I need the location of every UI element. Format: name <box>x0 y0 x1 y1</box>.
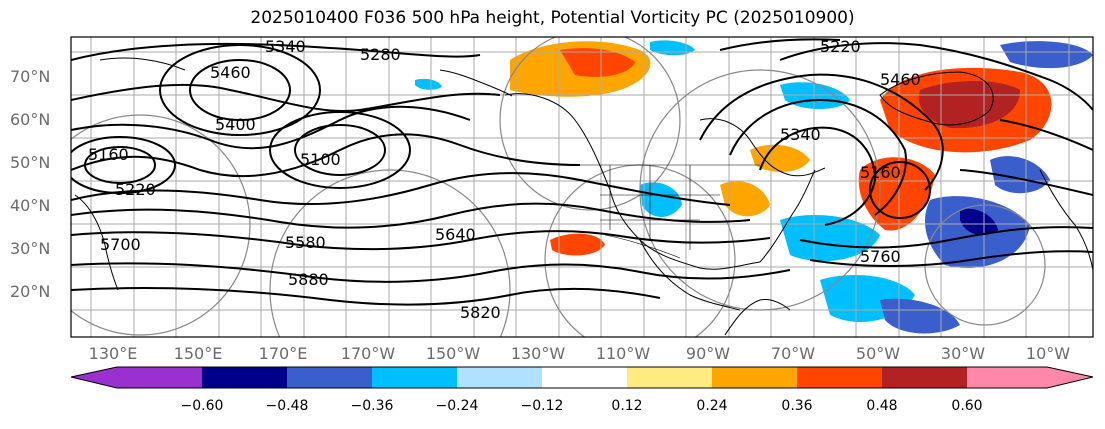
colorbar-segment <box>117 367 202 388</box>
colorbar-segment <box>457 367 542 388</box>
contour-label: 5580 <box>285 233 326 252</box>
pv-negative-area-gulf <box>780 215 880 262</box>
contour-label: 5820 <box>460 303 501 322</box>
colorbar <box>70 366 1094 389</box>
colorbar-segment <box>372 367 457 388</box>
contour-label: 5220 <box>115 180 156 199</box>
colorbar-segment <box>542 367 627 388</box>
contour-label: 5460 <box>880 70 921 89</box>
lat-label-30n: 30°N <box>10 239 51 258</box>
contour-label: 5280 <box>360 45 401 64</box>
pv-shading <box>415 40 1093 334</box>
contour-labels: 5340 5280 5220 5460 5400 5100 5160 5220 … <box>88 37 921 322</box>
map-frame <box>70 36 1094 338</box>
colorbar-label: −0.24 <box>435 398 479 414</box>
colorbar-segment <box>712 367 797 388</box>
pv-strong-area-greenland <box>918 81 1020 129</box>
lon-label-170w: 170°W <box>340 344 396 363</box>
lon-label-170e: 170°E <box>258 344 308 363</box>
borders <box>575 164 760 259</box>
colorbar-label: −0.60 <box>180 398 224 414</box>
closed-contours <box>71 44 931 219</box>
range-circles <box>71 37 1046 337</box>
lat-label-50n: 50°N <box>10 153 51 172</box>
colorbar-extend-high <box>1047 367 1093 388</box>
colorbar-label: −0.48 <box>265 398 309 414</box>
contour-label: 5340 <box>265 37 306 56</box>
colorbar-segment <box>287 367 372 388</box>
colorbar-segment <box>797 367 882 388</box>
colorbar-segment <box>967 367 1047 388</box>
lat-label-20n: 20°N <box>10 282 51 301</box>
colorbar-label: −0.12 <box>520 398 564 414</box>
map-title: 2025010400 F036 500 hPa height, Potentia… <box>250 8 855 28</box>
lat-label-60n: 60°N <box>10 110 51 129</box>
pv-negative-area-bering <box>415 78 442 90</box>
lon-label-10w: 10°W <box>1025 344 1071 363</box>
lon-label-70w: 70°W <box>770 344 816 363</box>
graticule <box>71 37 1093 337</box>
contour-label: 5760 <box>860 247 901 266</box>
pv-strong-negative-area <box>960 208 998 236</box>
lon-label-110w: 110°W <box>595 344 651 363</box>
pv-strong-area-alaska <box>560 48 635 77</box>
height-contours <box>71 38 1093 306</box>
lon-label-130w: 130°W <box>510 344 566 363</box>
lon-label-90w: 90°W <box>685 344 731 363</box>
colorbar-label: 0.36 <box>781 398 813 414</box>
lat-label-40n: 40°N <box>10 196 51 215</box>
contour-label: 5160 <box>860 163 901 182</box>
colorbar-label: 0.24 <box>696 398 728 414</box>
lon-label-30w: 30°W <box>940 344 986 363</box>
colorbar-label: 0.60 <box>951 398 983 414</box>
contour-label: 5880 <box>288 270 329 289</box>
contour-label: 5460 <box>210 63 251 82</box>
colorbar-segment <box>202 367 287 388</box>
colorbar-outline <box>70 366 1094 389</box>
colorbar-label: 0.12 <box>611 398 643 414</box>
lon-label-150e: 150°E <box>173 344 223 363</box>
pv-negative-area-arctic <box>1000 41 1093 69</box>
lon-label-130e: 130°E <box>88 344 138 363</box>
contour-label: 5640 <box>435 225 476 244</box>
contour-label: 5340 <box>780 125 821 144</box>
colorbar-label: 0.48 <box>866 398 898 414</box>
colorbar-segment <box>627 367 712 388</box>
map-plot-area: 5340 5280 5220 5460 5400 5100 5160 5220 … <box>71 37 1093 337</box>
pv-positive-area-baja <box>550 233 605 256</box>
contour-label: 5700 <box>100 235 141 254</box>
colorbar-label: −0.36 <box>350 398 394 414</box>
contour-label: 5160 <box>88 145 129 164</box>
contour-label: 5220 <box>820 37 861 56</box>
contour-label: 5100 <box>300 150 341 169</box>
pv-negative-area-plains <box>640 182 682 218</box>
colorbar-segment <box>882 367 967 388</box>
colorbar-extend-low <box>71 367 117 388</box>
pv-positive-area-quebec <box>750 144 810 172</box>
pv-negative-area-north-atlantic <box>990 156 1050 194</box>
pv-negative-area-tropics <box>880 298 960 334</box>
lon-label-150w: 150°W <box>425 344 481 363</box>
coastlines <box>74 57 1093 336</box>
lat-label-70n: 70°N <box>10 67 51 86</box>
contour-label: 5400 <box>215 115 256 134</box>
pv-positive-area-east-coast <box>720 181 770 217</box>
lon-label-50w: 50°W <box>855 344 901 363</box>
